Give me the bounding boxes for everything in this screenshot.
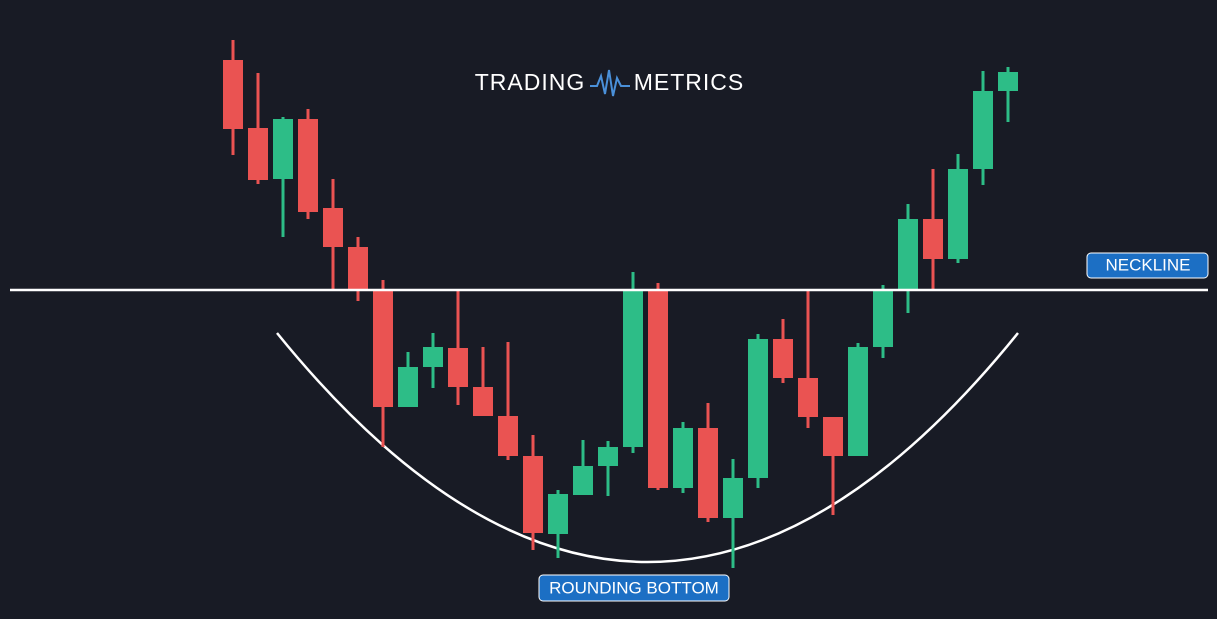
candle-body [898,219,918,290]
candle-body [323,208,343,247]
logo-left: TRADING [475,69,586,95]
candle-body [948,169,968,259]
candle-body [548,494,568,534]
candle-body [723,478,743,518]
logo-icon [590,69,630,97]
candle-body [498,416,518,456]
candle-body [873,290,893,347]
candle-body [298,119,318,212]
candle-body [998,72,1018,91]
candle-body [848,347,868,456]
candles [223,40,1018,568]
candle-body [923,219,943,259]
candle-body [573,466,593,495]
candle-body [248,128,268,180]
rounding-curve [276,332,1019,564]
candle-body [448,348,468,387]
candle-body [423,347,443,367]
candle-body [973,91,993,169]
candle-body [523,456,543,533]
pattern-label: ROUNDING BOTTOM [549,578,719,597]
neckline-label-box [1086,252,1209,279]
candle-body [823,417,843,456]
candle-body [748,339,768,478]
candle-body [698,428,718,518]
candle-body [773,339,793,378]
candle-body [673,428,693,488]
candle-body [273,119,293,179]
candle-body [373,290,393,407]
candle-body [348,247,368,290]
candle-body [648,290,668,488]
candle-body [398,367,418,407]
pattern-label-box [538,574,730,602]
candle-body [473,387,493,416]
candle-body [223,60,243,129]
logo-right: METRICS [634,69,745,95]
candle-body [598,447,618,466]
neckline-label: NECKLINE [1105,255,1190,274]
candle-body [623,290,643,447]
candle-body [798,378,818,417]
